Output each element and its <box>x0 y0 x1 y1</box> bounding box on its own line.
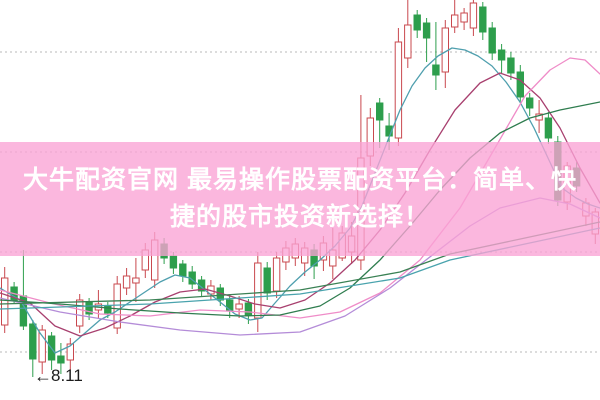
candle-up <box>1 277 9 326</box>
ma-line-MA5 <box>0 47 600 354</box>
candle-up <box>469 2 478 29</box>
promo-banner: 大牛配资官网 最易操作股票配资平台：简单、快 捷的股市投资新选择！ <box>0 142 600 256</box>
low-price-annotation: ← 8.11 <box>34 366 83 386</box>
candle-up <box>272 257 281 292</box>
candle-up <box>394 41 403 139</box>
candle-down <box>432 64 440 76</box>
candle-down <box>544 117 553 139</box>
low-price-label: 8.11 <box>51 366 83 385</box>
candle-down <box>516 71 524 98</box>
candle-up <box>76 299 84 327</box>
candle-up <box>451 14 459 28</box>
candle-down <box>29 323 37 360</box>
candle-up <box>113 283 121 329</box>
candle-down <box>488 27 496 54</box>
candle-up <box>132 277 140 284</box>
candle-down <box>497 49 506 61</box>
candle-down <box>507 57 515 74</box>
candle-up <box>38 329 46 363</box>
ma-line-MA20 <box>0 57 600 319</box>
promo-banner-line-2: 捷的股市投资新选择！ <box>169 203 430 231</box>
candle-down <box>169 255 178 269</box>
candle-down <box>413 14 421 31</box>
candle-up <box>254 262 262 319</box>
promo-banner-line-1: 大牛配资官网 最易操作股票配资平台：简单、快 <box>23 166 577 194</box>
candle-up <box>460 12 468 23</box>
candle-down <box>479 6 487 33</box>
candle-down <box>104 305 112 314</box>
candle-down <box>263 267 271 294</box>
candle-down <box>526 97 534 109</box>
left-arrow-icon: ← <box>34 366 52 386</box>
candle-up <box>66 343 74 361</box>
candle-up <box>122 275 131 289</box>
candle-down <box>179 263 187 277</box>
candle-down <box>422 22 431 39</box>
ma-line-MA60 <box>0 101 600 317</box>
candle-up <box>235 303 243 310</box>
candle-down <box>57 355 65 364</box>
candle-down <box>244 302 253 316</box>
candle-down <box>376 102 384 121</box>
candle-up <box>404 24 412 59</box>
